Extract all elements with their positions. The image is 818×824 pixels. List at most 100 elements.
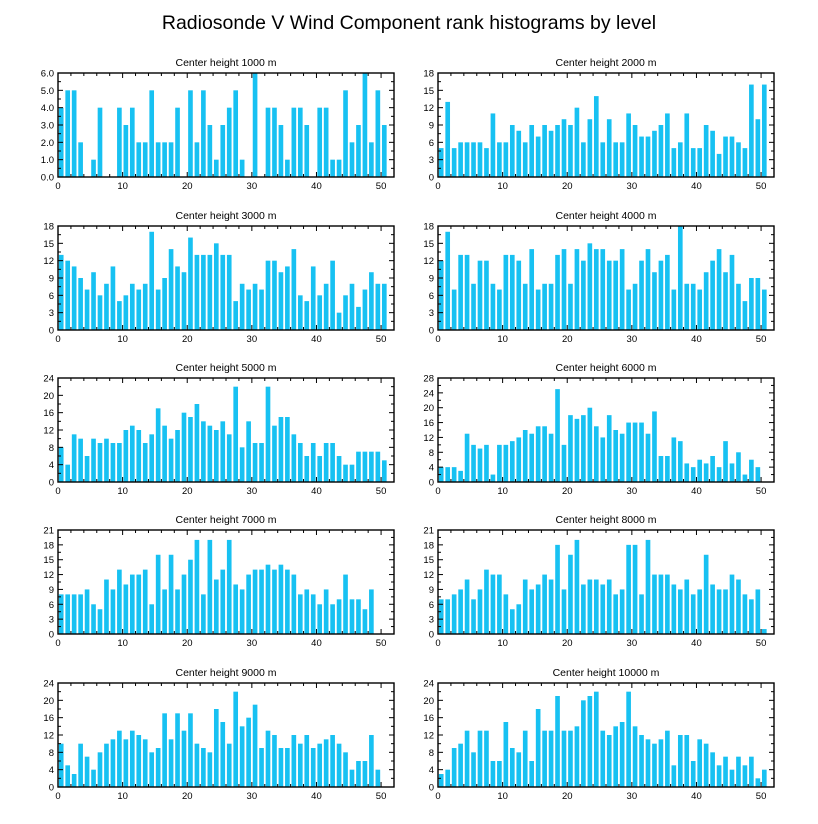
bar	[291, 107, 297, 177]
bar	[484, 569, 489, 634]
x-tick-label: 30	[247, 181, 258, 192]
bar	[375, 451, 381, 482]
bar	[252, 704, 258, 787]
bar	[246, 717, 251, 787]
bar	[220, 254, 226, 330]
bar	[471, 142, 476, 177]
y-tick-label: 24	[43, 679, 54, 690]
bar	[593, 426, 599, 482]
bar	[477, 142, 483, 177]
bar	[207, 752, 213, 787]
y-tick-label: 3.0	[41, 121, 54, 132]
bar	[606, 415, 612, 482]
x-tick-label: 20	[182, 334, 193, 345]
bar	[574, 249, 580, 330]
bar	[285, 748, 290, 787]
bar	[278, 272, 284, 330]
y-tick-label: 3	[429, 615, 434, 626]
bar	[671, 765, 677, 787]
x-tick-label: 10	[497, 791, 508, 802]
y-tick-label: 20	[43, 696, 54, 707]
bar	[613, 430, 619, 482]
bar	[555, 544, 560, 634]
bar	[710, 584, 715, 634]
bar	[259, 748, 264, 787]
bar	[716, 467, 722, 482]
bar	[568, 730, 573, 787]
bar	[104, 743, 109, 787]
bar	[317, 604, 323, 634]
bar	[291, 249, 297, 330]
bar	[181, 412, 187, 482]
bar	[323, 443, 329, 482]
bar	[438, 774, 444, 787]
bar	[265, 107, 271, 177]
bar	[297, 295, 303, 330]
y-tick-label: 18	[423, 69, 434, 80]
y-tick-label: 0	[429, 630, 434, 641]
y-tick-label: 0	[429, 173, 434, 184]
bar	[561, 444, 567, 482]
bar	[736, 452, 741, 482]
bar	[226, 743, 232, 787]
x-tick-label: 50	[376, 334, 387, 345]
bar	[690, 467, 696, 482]
x-tick-label: 20	[182, 638, 193, 649]
x-tick-label: 20	[562, 638, 573, 649]
y-tick-label: 15	[423, 555, 434, 566]
bar	[600, 249, 606, 330]
bar	[703, 125, 709, 177]
bar	[123, 125, 129, 177]
x-tick-label: 0	[55, 181, 60, 192]
bar	[742, 594, 748, 634]
x-tick-label: 0	[55, 638, 60, 649]
y-tick-label: 12	[423, 103, 434, 114]
bar	[471, 599, 476, 634]
x-tick-label: 50	[756, 486, 767, 497]
bar	[555, 125, 560, 177]
bar	[671, 148, 677, 177]
bar	[464, 254, 470, 330]
y-tick-label: 6	[49, 291, 54, 302]
bar	[142, 443, 148, 482]
x-tick-label: 50	[756, 181, 767, 192]
y-tick-label: 6	[429, 600, 434, 611]
bar	[97, 107, 103, 177]
x-tick-label: 0	[435, 791, 440, 802]
x-tick-label: 30	[627, 791, 638, 802]
bar	[742, 474, 748, 482]
bar	[362, 289, 368, 330]
bar	[535, 709, 541, 787]
panel-8: Center height 8000 m 0 10 20 30 40 50 0 3 6 9 12 15 1…	[423, 514, 775, 649]
bar	[220, 722, 226, 787]
y-tick-label: 9	[49, 274, 54, 285]
bar	[716, 153, 722, 177]
bar	[464, 579, 470, 634]
bar	[259, 289, 264, 330]
bar	[104, 438, 109, 482]
bar	[272, 735, 277, 787]
bar	[259, 443, 264, 482]
bar	[162, 713, 167, 787]
bar	[716, 589, 722, 634]
bar	[736, 283, 741, 330]
bar	[729, 463, 735, 482]
bar	[71, 90, 77, 177]
bar	[522, 142, 528, 177]
bar	[129, 574, 135, 634]
y-tick-label: 2.0	[41, 138, 54, 149]
bar	[509, 748, 515, 787]
bar	[542, 125, 547, 177]
x-tick-label: 30	[627, 486, 638, 497]
bar	[71, 594, 77, 634]
bar	[168, 554, 174, 634]
bar	[323, 739, 329, 787]
bar	[684, 463, 690, 482]
bar	[697, 589, 703, 634]
bar	[451, 148, 457, 177]
x-tick-label: 20	[182, 181, 193, 192]
bar	[265, 386, 271, 482]
bar	[91, 272, 96, 330]
bar	[175, 266, 180, 330]
bar	[438, 599, 444, 634]
